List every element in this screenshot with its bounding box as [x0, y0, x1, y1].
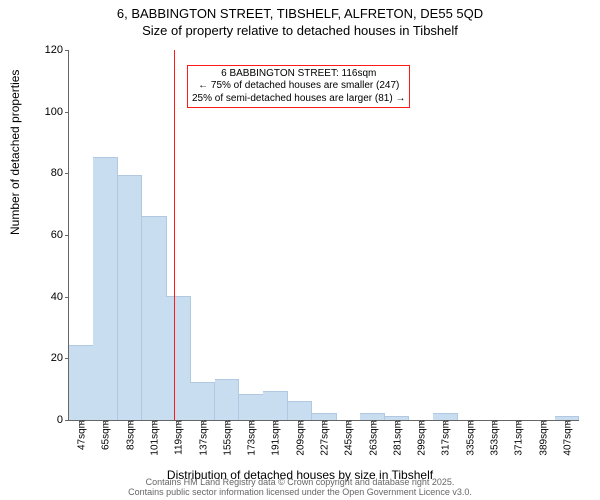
histogram-bar [263, 391, 288, 420]
x-tick-mark [81, 420, 82, 424]
x-tick-label: 263sqm [366, 420, 379, 456]
x-tick-label: 119sqm [172, 420, 185, 455]
footnote-line2: Contains public sector information licen… [0, 488, 600, 498]
x-tick-mark [348, 420, 349, 424]
histogram-bar [93, 157, 118, 420]
x-tick-label: 137sqm [196, 420, 209, 456]
x-tick-mark [227, 420, 228, 424]
y-axis-label: Number of detached properties [8, 70, 22, 235]
x-tick-label: 227sqm [318, 420, 331, 456]
x-tick-mark [445, 420, 446, 424]
x-tick-mark [421, 420, 422, 424]
title-line1: 6, BABBINGTON STREET, TIBSHELF, ALFRETON… [0, 6, 600, 23]
x-tick-label: 407sqm [560, 420, 573, 456]
x-tick-mark [105, 420, 106, 424]
x-tick-label: 101sqm [148, 420, 161, 456]
histogram-bar [166, 296, 191, 420]
x-tick-label: 83sqm [123, 420, 136, 450]
annotation-line3: 25% of semi-detached houses are larger (… [192, 93, 405, 106]
x-tick-label: 335sqm [463, 420, 476, 456]
chart-container: 6, BABBINGTON STREET, TIBSHELF, ALFRETON… [0, 0, 600, 500]
x-tick-label: 209sqm [293, 420, 306, 456]
histogram-bar [69, 345, 94, 420]
x-tick-label: 353sqm [488, 420, 501, 456]
reference-line [174, 50, 175, 420]
y-tick-mark [65, 112, 69, 113]
footnote: Contains HM Land Registry data © Crown c… [0, 478, 600, 498]
x-tick-label: 389sqm [536, 420, 549, 456]
x-tick-mark [203, 420, 204, 424]
histogram-bar [360, 413, 385, 420]
x-tick-mark [251, 420, 252, 424]
x-tick-label: 317sqm [439, 420, 452, 456]
chart-title: 6, BABBINGTON STREET, TIBSHELF, ALFRETON… [0, 0, 600, 40]
histogram-bar [118, 175, 143, 420]
x-tick-label: 371sqm [512, 420, 525, 456]
y-tick-mark [65, 235, 69, 236]
histogram-bar [215, 379, 240, 420]
y-tick-mark [65, 297, 69, 298]
histogram-bar [312, 413, 337, 420]
x-tick-mark [178, 420, 179, 424]
histogram-bar [190, 382, 215, 420]
y-tick-mark [65, 420, 69, 421]
title-line2: Size of property relative to detached ho… [0, 23, 600, 40]
histogram-bar [142, 216, 167, 421]
histogram-bar [288, 401, 313, 421]
x-tick-mark [275, 420, 276, 424]
x-tick-mark [300, 420, 301, 424]
histogram-bar [555, 416, 580, 420]
y-tick-mark [65, 50, 69, 51]
x-tick-mark [470, 420, 471, 424]
x-tick-mark [130, 420, 131, 424]
x-tick-label: 173sqm [245, 420, 258, 456]
x-tick-mark [567, 420, 568, 424]
x-tick-label: 245sqm [342, 420, 355, 456]
x-tick-mark [324, 420, 325, 424]
annotation-box: 6 BABBINGTON STREET: 116sqm← 75% of deta… [187, 65, 410, 109]
x-tick-label: 191sqm [269, 420, 282, 456]
x-tick-label: 65sqm [99, 420, 112, 450]
y-tick-mark [65, 173, 69, 174]
x-tick-label: 281sqm [390, 420, 403, 456]
histogram-bar [239, 394, 264, 420]
annotation-line1: 6 BABBINGTON STREET: 116sqm [192, 68, 405, 81]
x-tick-mark [373, 420, 374, 424]
x-tick-label: 47sqm [75, 420, 88, 450]
x-tick-mark [518, 420, 519, 424]
x-tick-mark [543, 420, 544, 424]
annotation-line2: ← 75% of detached houses are smaller (24… [192, 80, 405, 93]
x-tick-mark [397, 420, 398, 424]
plot-area: 02040608010012047sqm65sqm83sqm101sqm119s… [68, 50, 579, 421]
x-tick-label: 299sqm [415, 420, 428, 456]
x-tick-mark [494, 420, 495, 424]
x-tick-mark [154, 420, 155, 424]
histogram-bar [433, 413, 458, 420]
x-tick-label: 155sqm [220, 420, 233, 456]
histogram-bar [385, 416, 410, 420]
